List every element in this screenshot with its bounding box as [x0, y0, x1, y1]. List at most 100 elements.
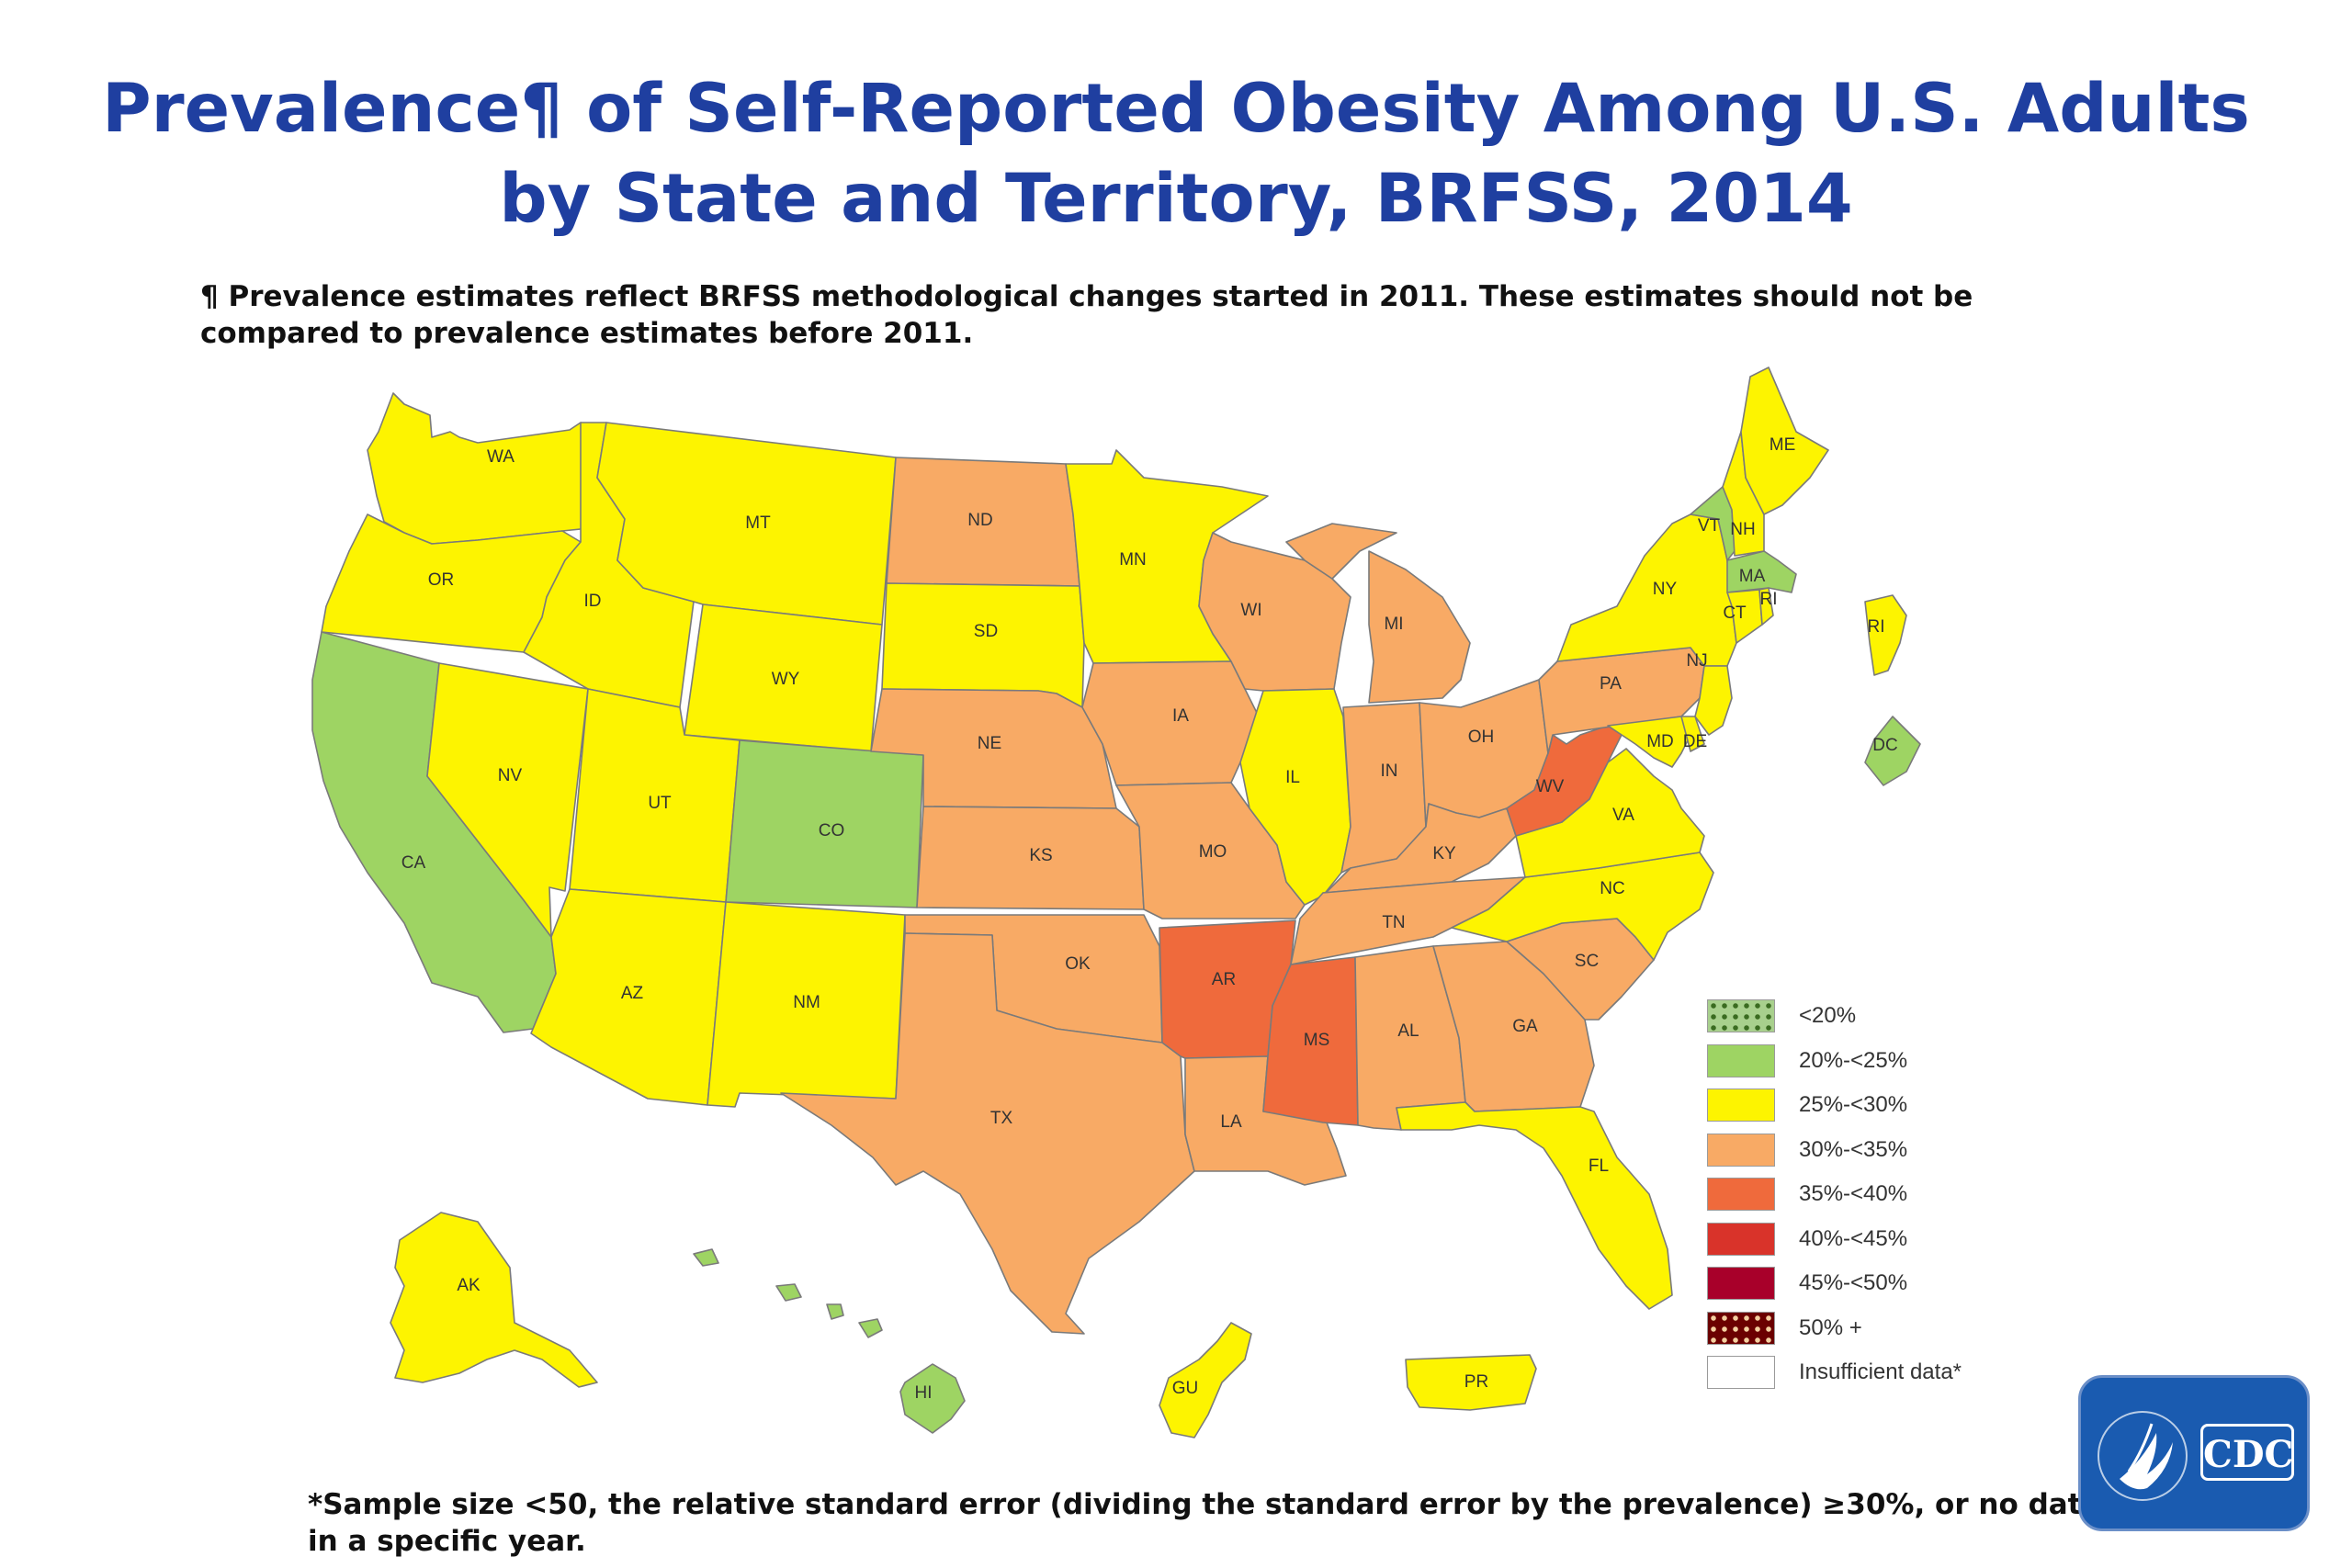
- state-label-RI: RI: [1760, 590, 1778, 609]
- state-label-MN: MN: [1119, 550, 1147, 570]
- state-label-PR: PR: [1464, 1372, 1488, 1392]
- state-label-NJ: NJ: [1686, 651, 1707, 671]
- title-line-1: Prevalence¶ of Self-Reported Obesity Amo…: [102, 70, 2250, 148]
- legend-item: 30%-<35%: [1707, 1128, 1962, 1173]
- state-label-KY: KY: [1432, 844, 1456, 863]
- state-label-IL: IL: [1285, 768, 1300, 787]
- state-label-GA: GA: [1512, 1017, 1538, 1036]
- state-label-ND: ND: [967, 511, 992, 530]
- legend-label: <20%: [1799, 1003, 1857, 1029]
- methodology-footnote: ¶ Prevalence estimates reflect BRFSS met…: [200, 280, 1973, 350]
- state-NJ[interactable]: [1694, 665, 1733, 736]
- legend-item: Insufficient data*: [1707, 1350, 1962, 1395]
- state-label-CO: CO: [819, 821, 845, 840]
- state-label-SC: SC: [1575, 952, 1599, 971]
- state-label-MA: MA: [1739, 567, 1766, 586]
- state-label-UT: UT: [648, 794, 672, 813]
- state-label-MS: MS: [1304, 1031, 1330, 1050]
- legend-item: 50% +: [1707, 1306, 1962, 1351]
- state-abbreviation-labels: WA OR CA NV ID MT WY UT AZ CO NM ND SD NE KS OK TX MN IA MO…: [401, 435, 1898, 1403]
- cdc-logo-text: CDC: [2200, 1424, 2294, 1481]
- legend-label: 50% +: [1799, 1314, 1862, 1340]
- legend-label: 25%-<30%: [1799, 1092, 1908, 1118]
- map-title: Prevalence¶ of Self-Reported Obesity Amo…: [0, 64, 2352, 244]
- legend-swatch: [1707, 1089, 1775, 1122]
- state-label-WA: WA: [487, 447, 514, 467]
- state-label-TX: TX: [990, 1109, 1013, 1128]
- legend-swatch: [1707, 1356, 1775, 1390]
- state-label-NM: NM: [793, 993, 820, 1012]
- legend-swatch: [1707, 1222, 1775, 1256]
- state-label-DE: DE: [1683, 732, 1707, 751]
- legend-swatch: [1707, 1133, 1775, 1167]
- state-label-VA: VA: [1612, 806, 1634, 825]
- state-RI[interactable]: [1758, 587, 1774, 626]
- state-label-FL: FL: [1589, 1156, 1609, 1176]
- state-MI[interactable]: [1285, 523, 1471, 704]
- territory-AK[interactable]: [390, 1212, 598, 1388]
- state-label-IA: IA: [1172, 706, 1189, 726]
- state-label-OH: OH: [1468, 728, 1495, 747]
- legend-label: 30%-<35%: [1799, 1136, 1908, 1162]
- legend-item: <20%: [1707, 994, 1962, 1039]
- inset-RI[interactable]: [1864, 594, 1907, 676]
- state-label-MT: MT: [745, 513, 771, 533]
- state-label-AR: AR: [1212, 970, 1236, 989]
- state-label-AZ: AZ: [621, 984, 644, 1003]
- state-label-PA: PA: [1600, 674, 1622, 694]
- inset-DC[interactable]: [1864, 716, 1921, 786]
- state-label-ME: ME: [1770, 435, 1796, 455]
- legend-item: 45%-<50%: [1707, 1261, 1962, 1306]
- state-label-NY: NY: [1653, 580, 1678, 599]
- legend: <20% 20%-<25% 25%-<30% 30%-<35% 35%-<40% 40%-…: [1707, 994, 1962, 1395]
- cdc-logo: CDC: [2078, 1375, 2310, 1531]
- state-label-ID: ID: [584, 592, 602, 611]
- state-label-GU: GU: [1172, 1379, 1199, 1398]
- state-NE[interactable]: [870, 688, 1117, 809]
- territory-PR[interactable]: [1405, 1354, 1537, 1411]
- legend-swatch: [1707, 1311, 1775, 1345]
- legend-swatch: [1707, 999, 1775, 1033]
- sample-size-footnote: *Sample size <50, the relative standard …: [308, 1488, 2101, 1558]
- state-label-NE: NE: [978, 734, 1001, 753]
- state-label-NV: NV: [498, 766, 523, 785]
- state-label-VT: VT: [1698, 516, 1721, 536]
- legend-item: 35%-<40%: [1707, 1172, 1962, 1217]
- state-label-TN: TN: [1382, 913, 1405, 932]
- state-label-LA: LA: [1220, 1112, 1242, 1132]
- state-label-OR: OR: [428, 570, 455, 590]
- legend-item: 20%-<25%: [1707, 1039, 1962, 1084]
- state-label-NC: NC: [1600, 879, 1624, 898]
- state-label-SD: SD: [974, 622, 998, 641]
- legend-label: 45%-<50%: [1799, 1270, 1908, 1296]
- hhs-eagle-icon: [2098, 1411, 2188, 1501]
- state-TX[interactable]: [780, 932, 1195, 1335]
- state-CT[interactable]: [1726, 589, 1763, 644]
- state-label-HI: HI: [915, 1383, 933, 1403]
- state-IL[interactable]: [1239, 688, 1351, 906]
- legend-label: 40%-<45%: [1799, 1225, 1908, 1251]
- state-WA[interactable]: [367, 392, 591, 545]
- territory-GU[interactable]: [1159, 1322, 1252, 1438]
- state-label-NH: NH: [1730, 520, 1755, 539]
- territory-HI[interactable]: [693, 1248, 966, 1434]
- state-label-IN: IN: [1381, 761, 1398, 781]
- state-label-AL: AL: [1397, 1021, 1419, 1041]
- state-DE[interactable]: [1680, 716, 1705, 752]
- state-label-OK: OK: [1065, 954, 1091, 974]
- legend-swatch: [1707, 1267, 1775, 1301]
- state-label-RI-inset: RI: [1868, 617, 1885, 637]
- legend-item: 25%-<30%: [1707, 1083, 1962, 1128]
- state-label-KS: KS: [1029, 846, 1052, 865]
- state-label-WI: WI: [1240, 601, 1261, 620]
- state-label-WY: WY: [772, 670, 800, 689]
- state-ME[interactable]: [1740, 367, 1829, 515]
- state-MT[interactable]: [596, 422, 897, 626]
- state-label-CT: CT: [1723, 604, 1747, 623]
- legend-label: 20%-<25%: [1799, 1047, 1908, 1073]
- state-label-MI: MI: [1384, 615, 1403, 634]
- state-FL[interactable]: [1396, 1101, 1673, 1310]
- state-NY[interactable]: [1556, 513, 1737, 667]
- state-label-CA: CA: [401, 853, 426, 873]
